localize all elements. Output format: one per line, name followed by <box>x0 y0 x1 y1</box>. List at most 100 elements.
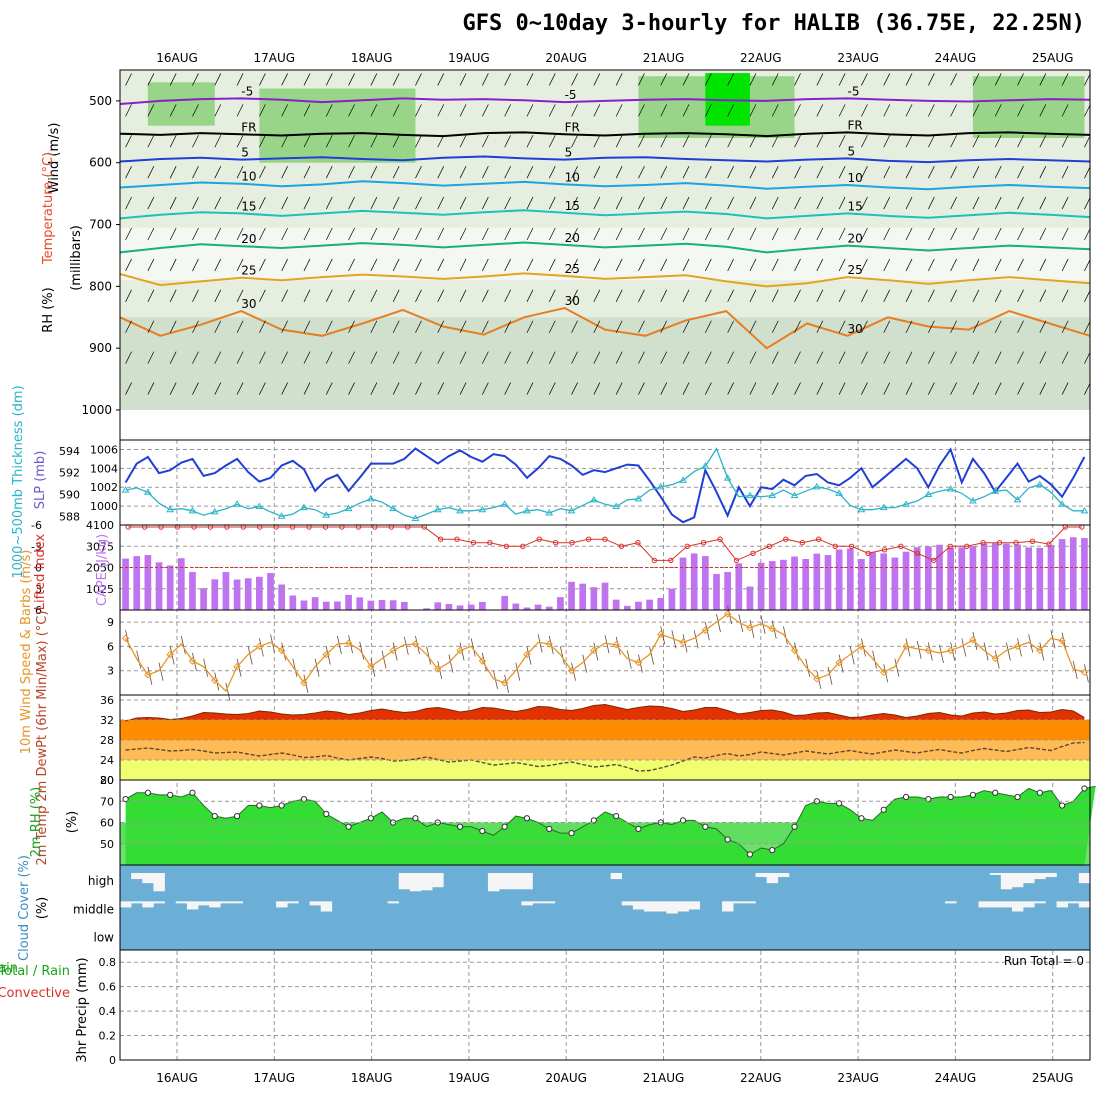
wind-barb <box>482 135 489 148</box>
wind-barb <box>459 196 467 210</box>
wind-barb <box>147 73 155 86</box>
wind-speed-marker <box>322 650 330 659</box>
wind-barb <box>548 73 556 86</box>
thickness-marker <box>143 488 152 495</box>
wind-barb-10m <box>582 654 588 673</box>
isotherm-label: FR <box>241 120 256 134</box>
wind-barb <box>392 73 400 86</box>
rh-marker <box>479 827 486 835</box>
rh-marker <box>836 800 843 807</box>
wind-barb <box>259 382 266 395</box>
rh-marker <box>1014 793 1021 801</box>
cape-bar <box>1003 543 1010 610</box>
wind-barb <box>236 227 244 241</box>
wind-barb <box>615 73 623 86</box>
panel-frame <box>119 439 1091 526</box>
wind-barb <box>415 320 422 333</box>
cape-bar <box>356 597 364 610</box>
li-marker <box>520 543 526 549</box>
wind-barb <box>794 166 801 179</box>
cloud-units: (%) <box>35 897 50 920</box>
wind-barb <box>459 135 467 148</box>
wind-barb <box>660 351 668 364</box>
wind-barb <box>1039 166 1047 179</box>
wind-barb <box>816 227 824 241</box>
thickness-marker <box>1058 500 1067 507</box>
wind-speed-marker <box>144 671 152 679</box>
thickness-marker <box>701 462 710 469</box>
cape-bar <box>400 601 408 610</box>
precip-total-rain-label: Total / Rain <box>0 964 70 979</box>
cloud-cell-high <box>766 873 779 884</box>
wind-barb <box>883 382 891 395</box>
wind-barb <box>638 196 645 210</box>
wind-speed-marker <box>746 624 754 632</box>
precip-total-label: Total / Rain <box>0 961 18 976</box>
wind-barb <box>370 289 378 302</box>
thickness-tick: 590 <box>59 488 80 501</box>
wind-barb <box>994 227 1002 241</box>
thickness-marker <box>879 503 888 511</box>
wind-barb <box>794 135 801 148</box>
cape-bar <box>367 600 375 610</box>
wind-barb <box>905 258 913 272</box>
wind-barb <box>526 227 534 241</box>
cape-bar <box>122 558 129 610</box>
wind-barb-10m <box>961 638 967 657</box>
cape-bar <box>713 573 720 610</box>
wind-barb <box>682 104 690 117</box>
rh-marker <box>523 815 531 822</box>
wind-barb <box>905 196 913 210</box>
wind-barb <box>169 289 177 302</box>
wind-barb <box>459 104 467 117</box>
wind-barb <box>972 104 980 117</box>
wind-speed-marker <box>434 665 442 673</box>
wind-barb <box>928 382 935 395</box>
wind-barb-10m <box>292 658 298 677</box>
day-label-bottom: 22AUG <box>740 1071 782 1085</box>
cloud-cell-middle <box>209 901 221 908</box>
cloud-cell-middle <box>1034 901 1046 904</box>
wind-barb-10m <box>381 650 387 669</box>
wind-barb <box>125 289 132 302</box>
cape-bar <box>479 601 486 610</box>
wind-barb <box>972 320 980 333</box>
wind-barb <box>504 104 511 117</box>
day-label-bottom: 21AUG <box>643 1071 685 1085</box>
wind-barb <box>928 135 935 148</box>
wind-barb <box>348 258 355 272</box>
wind-barb <box>705 196 712 210</box>
rh-marker <box>233 813 241 820</box>
cloud-cell-middle <box>632 901 645 910</box>
wind-speed-marker <box>344 639 353 647</box>
li-marker <box>569 540 575 546</box>
thickness-marker <box>902 500 910 507</box>
cape-bar <box>311 597 319 610</box>
wind-barb <box>504 196 511 210</box>
thickness-marker <box>456 506 464 514</box>
wind-barb-10m <box>872 650 877 669</box>
cape-bar <box>1081 538 1088 610</box>
wind-barb <box>1017 196 1024 210</box>
wind-barb-10m <box>448 654 454 673</box>
cloud-cell-middle <box>309 901 321 906</box>
cloud-cell-high <box>1011 873 1024 888</box>
wind-barb <box>593 104 601 117</box>
cape-bar <box>133 556 141 610</box>
wind-barb <box>1039 351 1047 364</box>
cape-bar <box>969 546 977 610</box>
rh-ylabel: RH (%) <box>41 287 56 332</box>
rh-marker <box>635 825 642 832</box>
wind-barb <box>392 166 400 179</box>
wind-speed-marker <box>969 636 977 644</box>
wind-barb <box>749 351 757 364</box>
cape-bar <box>958 547 966 610</box>
wind-barb <box>593 382 601 395</box>
wind-barb <box>615 227 623 241</box>
cape-bar <box>612 599 620 610</box>
wind-barb <box>794 382 801 395</box>
cape-bar <box>512 603 520 610</box>
thickness-marker <box>634 494 643 502</box>
li-marker <box>585 536 592 542</box>
wind-barb-10m <box>225 682 231 702</box>
